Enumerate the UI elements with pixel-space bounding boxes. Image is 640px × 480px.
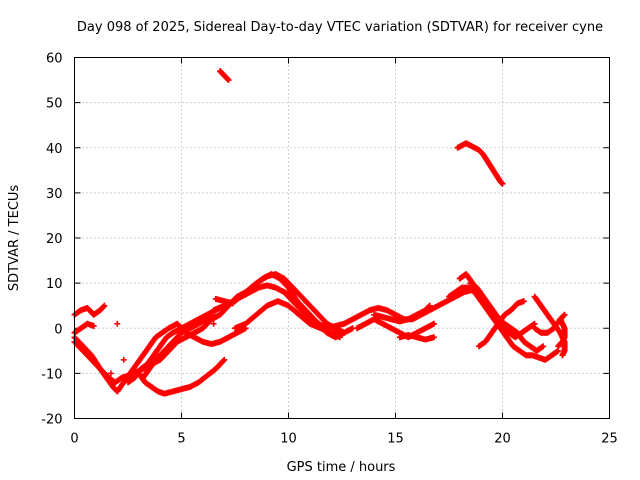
series-arc-p (446, 284, 562, 363)
series-arc-b (71, 320, 97, 336)
data-point (560, 312, 567, 319)
data-point (107, 370, 114, 377)
x-tick-label: 0 (70, 432, 78, 447)
axis-ticks: 0 5 10 15 20 25 -20 -10 0 10 20 30 40 50 60 (41, 52, 618, 447)
data-point (221, 356, 228, 363)
y-tick-label: 0 (54, 322, 62, 337)
series-arc-x (454, 140, 506, 187)
data-point (336, 332, 343, 339)
series-arc-h (139, 313, 219, 381)
data-point (499, 180, 506, 187)
data-point (225, 77, 232, 84)
series-arc-k (212, 295, 236, 307)
y-tick-label: 60 (46, 52, 63, 67)
y-tick-label: -20 (41, 413, 62, 428)
series-arc-o (371, 302, 433, 325)
series-arc-j (232, 298, 343, 339)
series-arc-a (71, 302, 108, 318)
data-point (212, 313, 219, 320)
y-axis-label: SDTVAR / TECUs (7, 185, 22, 292)
series-arc-s (475, 298, 527, 350)
x-tick-label: 5 (177, 432, 185, 447)
data-point (341, 329, 348, 336)
y-tick-label: 30 (46, 187, 63, 202)
series-arc-d (71, 338, 138, 386)
y-tick-label: 10 (46, 277, 63, 292)
series-arc-n (396, 332, 438, 343)
data-points (71, 68, 568, 397)
series-arc-y (107, 320, 217, 377)
x-tick-label: 15 (387, 432, 404, 447)
y-tick-label: 40 (46, 142, 63, 157)
data-point (210, 320, 217, 327)
data-point (431, 320, 438, 327)
data-point (520, 298, 527, 305)
grid (74, 57, 610, 419)
data-point (100, 303, 107, 310)
chart-title: Day 098 of 2025, Sidereal Day-to-day VTE… (77, 20, 603, 35)
data-point (426, 302, 433, 309)
x-tick-label: 25 (601, 432, 618, 447)
x-axis-label: GPS time / hours (287, 460, 396, 475)
series-arc-w (217, 68, 232, 84)
data-point (561, 311, 568, 318)
data-point (220, 357, 227, 364)
y-tick-label: 50 (46, 97, 63, 112)
data-point (120, 356, 127, 363)
x-tick-label: 10 (280, 432, 297, 447)
data-point (557, 316, 564, 323)
data-point (559, 352, 566, 359)
data-point (425, 303, 432, 310)
data-point (540, 343, 547, 350)
y-tick-label: 20 (46, 232, 63, 247)
series-arc-v (555, 316, 568, 350)
plot-frame (74, 57, 610, 419)
series-arc-i (210, 271, 348, 336)
data-point (431, 334, 438, 341)
x-tick-label: 20 (494, 432, 511, 447)
data-point (90, 322, 97, 329)
data-point (114, 320, 121, 327)
series-arc-u (531, 311, 568, 336)
series-arc-l (281, 286, 476, 332)
data-point (101, 302, 108, 309)
y-tick-label: -10 (41, 367, 62, 382)
data-point (229, 300, 236, 307)
